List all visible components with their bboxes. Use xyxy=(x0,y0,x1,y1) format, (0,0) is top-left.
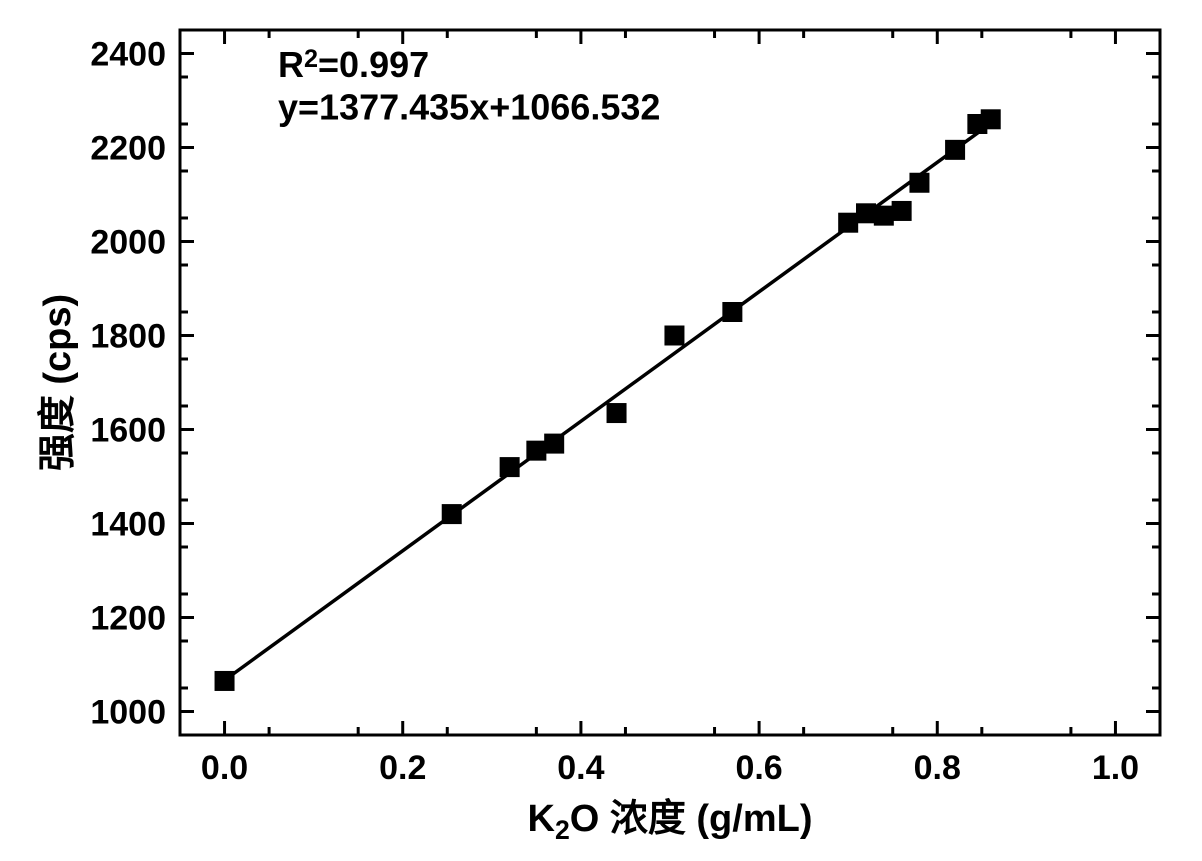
data-point xyxy=(664,326,684,346)
data-point xyxy=(215,671,235,691)
data-point xyxy=(945,140,965,160)
y-tick-label: 1600 xyxy=(90,411,166,449)
chart-container: 0.0 0.2 0.4 0.6 0.8 1.0 1000 1200 1400 1600 1800 20… xyxy=(0,0,1202,861)
data-point xyxy=(892,201,912,221)
data-point xyxy=(856,203,876,223)
x-tick-label: 0.2 xyxy=(379,749,426,787)
y-tick-label: 2200 xyxy=(90,129,166,167)
data-point xyxy=(981,109,1001,129)
data-point xyxy=(874,206,894,226)
data-point xyxy=(526,441,546,461)
scatter-chart: 0.0 0.2 0.4 0.6 0.8 1.0 1000 1200 1400 1600 1800 20… xyxy=(0,0,1202,861)
y-tick-label: 1400 xyxy=(90,505,166,543)
data-point xyxy=(500,457,520,477)
y-tick-label: 2000 xyxy=(90,223,166,261)
x-tick-label: 0.6 xyxy=(735,749,782,787)
data-point xyxy=(607,403,627,423)
y-tick-label: 2400 xyxy=(90,35,166,73)
annotation-equation: y=1377.435x+1066.532 xyxy=(278,86,660,127)
x-axis-label: K2O 浓度 (g/mL) xyxy=(527,798,812,845)
x-tick-label: 0.0 xyxy=(201,749,248,787)
y-tick-label: 1000 xyxy=(90,693,166,731)
data-point xyxy=(442,504,462,524)
data-point xyxy=(838,213,858,233)
data-point xyxy=(909,173,929,193)
x-tick-label: 1.0 xyxy=(1092,749,1139,787)
data-point xyxy=(722,302,742,322)
x-tick-label: 0.4 xyxy=(557,749,604,787)
x-tick-label: 0.8 xyxy=(914,749,961,787)
y-tick-label: 1200 xyxy=(90,599,166,637)
annotation-r-squared: R2=0.997 xyxy=(278,44,429,85)
y-tick-label: 1800 xyxy=(90,317,166,355)
data-point xyxy=(544,434,564,454)
y-axis-label: 强度 (cps) xyxy=(37,294,79,471)
